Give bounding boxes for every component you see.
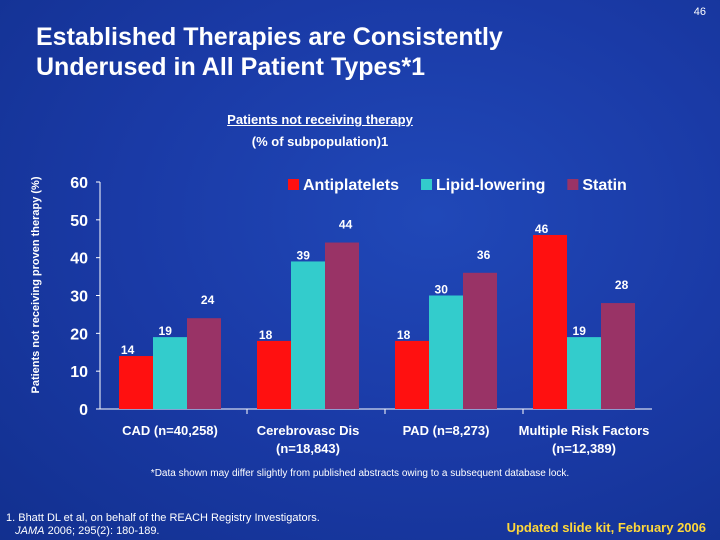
legend-swatch (421, 179, 433, 190)
data-label: 39 (297, 248, 311, 262)
data-label: 46 (535, 222, 549, 236)
bar-lipid-lowering (567, 337, 601, 409)
page-number: 46 (693, 6, 706, 18)
legend-label: Lipid-lowering (436, 177, 545, 194)
footnote: *Data shown may differ slightly from pub… (150, 468, 570, 479)
bar-statin (601, 303, 635, 409)
data-label: 19 (159, 324, 173, 338)
chart-subtitle: (% of subpopulation)1 (251, 134, 389, 149)
category-label: PAD (n=8,273) (403, 423, 490, 438)
data-label: 18 (259, 328, 273, 342)
data-label: 24 (201, 293, 215, 307)
data-label: 44 (339, 218, 353, 232)
data-label: 30 (435, 283, 449, 297)
chart-title: Patients not receiving therapy (227, 112, 413, 127)
legend-label: Antiplatelets (303, 177, 399, 194)
bar-statin (187, 318, 221, 409)
data-label: 36 (477, 248, 491, 262)
bar-lipid-lowering (291, 261, 325, 409)
y-tick-label: 40 (70, 251, 88, 268)
legend-label: Statin (582, 177, 626, 194)
y-tick-label: 20 (70, 326, 88, 343)
y-tick-label: 30 (70, 289, 88, 306)
reference: 1. Bhatt DL et al, on behalf of the REAC… (6, 512, 320, 538)
reference-line1: 1. Bhatt DL et al, on behalf of the REAC… (6, 512, 320, 524)
bar-lipid-lowering (153, 337, 187, 409)
y-tick-label: 60 (70, 175, 88, 192)
reference-journal: JAMA (15, 525, 45, 537)
bar-statin (325, 242, 359, 409)
bar-antiplatelets (119, 356, 153, 409)
bar-antiplatelets (257, 340, 291, 409)
legend-swatch (567, 179, 579, 190)
data-label: 19 (573, 324, 587, 338)
data-label: 18 (397, 328, 411, 342)
updated-note: Updated slide kit, February 2006 (506, 520, 706, 535)
legend-swatch (288, 179, 299, 190)
bar-antiplatelets (395, 340, 429, 409)
bar-antiplatelets (533, 234, 567, 409)
bar-statin (463, 272, 497, 409)
y-tick-label: 50 (70, 213, 88, 230)
data-label: 14 (121, 343, 135, 357)
category-label: Cerebrovasc Dis (n=18,843) (257, 423, 360, 456)
y-tick-label: 0 (79, 402, 88, 419)
data-label: 28 (615, 278, 629, 292)
reference-line2: 2006; 295(2): 180-189. (44, 525, 160, 537)
category-label: Multiple Risk Factors (n=12,389) (519, 423, 650, 456)
category-label: CAD (n=40,258) (122, 423, 218, 438)
slide-title: Established Therapies are Consistently U… (36, 23, 503, 81)
bar-lipid-lowering (429, 295, 463, 409)
y-tick-label: 10 (70, 364, 88, 381)
